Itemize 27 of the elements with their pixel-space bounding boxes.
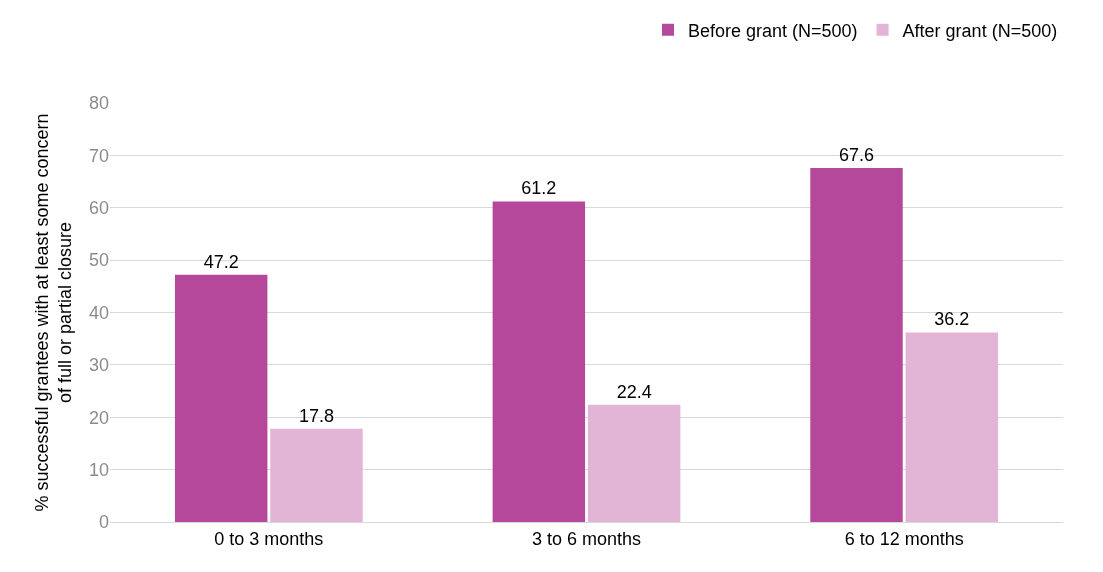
y-tick-label: 40	[88, 302, 109, 323]
bar	[492, 201, 586, 522]
data-label: 67.6	[839, 144, 875, 165]
data-label: 47.2	[203, 251, 239, 272]
legend-label: Before grant (N=500)	[688, 20, 858, 41]
y-tick-label: 0	[98, 512, 109, 533]
x-tick-label: 6 to 12 months	[844, 528, 964, 549]
bar	[174, 274, 268, 522]
x-tick-label: 0 to 3 months	[214, 528, 324, 549]
y-tick-label: 70	[88, 145, 109, 166]
data-label: 36.2	[934, 309, 970, 330]
y-axis-title: % successful grantees with at least some concern of full or partial closure	[31, 113, 76, 512]
y-tick-label: 30	[88, 355, 109, 376]
data-label: 61.2	[521, 178, 557, 199]
data-label: 22.4	[616, 381, 652, 402]
y-tick-label: 80	[88, 93, 109, 114]
x-tick-label: 3 to 6 months	[531, 528, 642, 549]
y-tick-label: 20	[88, 407, 109, 428]
data-label: 17.8	[298, 405, 334, 426]
bar	[587, 404, 681, 522]
y-tick-label: 50	[88, 250, 109, 271]
bar	[270, 428, 363, 522]
bar	[905, 332, 999, 522]
y-tick-label: 10	[88, 459, 109, 480]
y-tick-label: 60	[88, 198, 109, 219]
legend-label: After grant (N=500)	[902, 20, 1058, 41]
bar	[810, 167, 903, 522]
